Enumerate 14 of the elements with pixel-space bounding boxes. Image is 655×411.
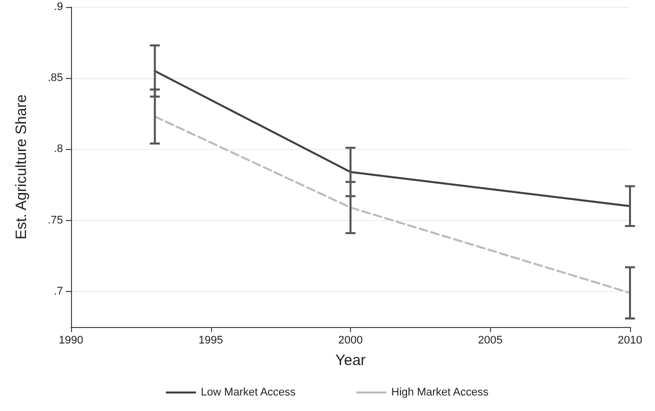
y-tick-label: .7 [54, 285, 63, 298]
y-tick-label: .9 [54, 1, 63, 13]
y-axis-title: Est. Agriculture Share [13, 94, 30, 240]
legend-label: Low Market Access [200, 386, 296, 398]
x-tick-label: 1995 [198, 334, 223, 346]
x-tick-label: 1990 [58, 334, 84, 346]
y-tick-label: .75 [48, 214, 63, 226]
x-tick-label: 2010 [618, 334, 642, 346]
x-axis-title: Year [335, 352, 366, 369]
x-tick-label: 2005 [478, 334, 502, 346]
x-tick-label: 2000 [338, 334, 363, 346]
legend-label: High Market Access [391, 386, 489, 398]
y-tick-label: .8 [54, 143, 63, 156]
y-tick-label: .85 [48, 72, 63, 84]
